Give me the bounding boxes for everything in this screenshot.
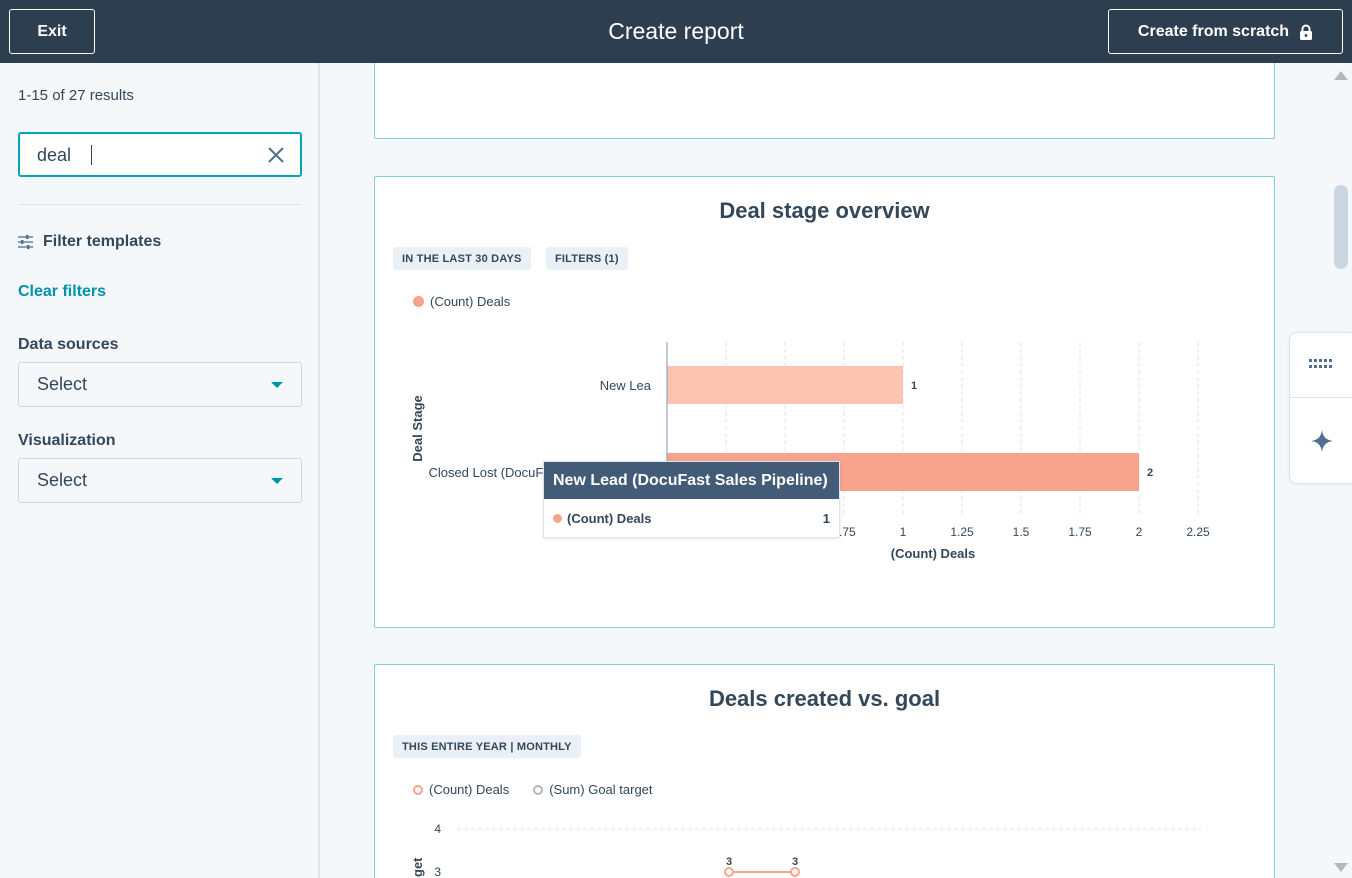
y-category-label: New Lea — [600, 378, 652, 393]
legend-swatch — [413, 296, 424, 307]
sparkle-icon[interactable] — [1311, 430, 1333, 452]
report-template-card[interactable] — [374, 63, 1275, 139]
search-field[interactable] — [18, 132, 302, 177]
clear-filters-link[interactable]: Clear filters — [18, 283, 107, 300]
data-label: 2 — [1147, 467, 1153, 479]
y-axis-title: Deal Stage — [410, 395, 425, 461]
chevron-down-icon — [271, 478, 283, 484]
data-sources-value: Select — [37, 374, 88, 394]
scroll-up-arrow[interactable] — [1334, 71, 1348, 80]
data-sources-select[interactable]: Select — [18, 362, 302, 407]
tooltip-value: 1 — [822, 511, 830, 526]
filter-templates-label: Filter templates — [43, 233, 162, 250]
visualization-value: Select — [37, 470, 88, 490]
tooltip-series: (Count) Deals — [567, 511, 652, 526]
date-range-tag: THIS ENTIRE YEAR | MONTHLY — [393, 735, 581, 758]
chevron-down-icon — [271, 382, 283, 388]
create-from-scratch-label: Create from scratch — [1137, 22, 1290, 40]
tooltip-row: (Count) Deals 1 — [553, 511, 830, 526]
legend-label: (Count) Deals — [430, 294, 511, 309]
legend-label: (Count) Deals — [429, 782, 510, 797]
close-icon[interactable] — [266, 145, 286, 165]
legend-swatch — [413, 784, 423, 795]
divider — [18, 204, 302, 205]
scroll-thumb[interactable] — [1334, 185, 1348, 269]
data-point — [724, 867, 734, 877]
chart-legend[interactable]: (Count) Deals (Sum) Goal target — [413, 782, 653, 797]
y-axis-title: get — [410, 857, 425, 877]
filters-tag: FILTERS (1) — [546, 247, 628, 270]
x-tick-label: 2 — [1136, 525, 1143, 539]
x-axis-title: (Count) Deals — [891, 546, 976, 561]
scroll-down-arrow[interactable] — [1334, 863, 1348, 872]
visualization-select[interactable]: Select — [18, 458, 302, 503]
x-tick-label: 1 — [900, 525, 907, 539]
main-content: Deal stage overview IN THE LAST 30 DAYS … — [322, 63, 1330, 878]
bar — [667, 366, 903, 404]
x-tick-label: 1.5 — [1013, 525, 1030, 539]
line-chart: 4 3 get 3 3 — [410, 822, 1201, 878]
date-range-tag: IN THE LAST 30 DAYS — [393, 247, 531, 270]
data-label: 3 — [726, 856, 732, 868]
y-tick-label: 3 — [434, 865, 441, 878]
exit-button[interactable]: Exit — [9, 9, 95, 54]
x-tick-label: 1.75 — [1068, 525, 1092, 539]
visualization-label: Visualization — [18, 432, 116, 449]
legend-label: (Sum) Goal target — [549, 782, 653, 797]
filter-templates-toggle[interactable]: Filter templates — [18, 233, 161, 251]
card-title: Deals created vs. goal — [708, 686, 941, 711]
floating-toolbar — [1289, 332, 1352, 484]
search-input[interactable] — [37, 144, 257, 166]
text-cursor — [91, 145, 92, 165]
data-label: 1 — [911, 380, 917, 392]
x-tick-label: 2.25 — [1186, 525, 1210, 539]
x-tick-label: 1.25 — [950, 525, 974, 539]
data-label: 3 — [792, 856, 798, 868]
tooltip-title: New Lead (DocuFast Sales Pipeline) — [544, 462, 839, 499]
data-point — [790, 867, 800, 877]
y-tick-label: 4 — [434, 822, 441, 836]
report-template-card[interactable]: Deals created vs. goal THIS ENTIRE YEAR … — [374, 664, 1275, 878]
data-sources-label: Data sources — [18, 336, 119, 353]
report-template-card[interactable]: Deal stage overview IN THE LAST 30 DAYS … — [374, 176, 1275, 628]
results-count: 1-15 of 27 results — [18, 87, 134, 104]
chart-legend[interactable]: (Count) Deals — [413, 294, 510, 309]
card-title: Deal stage overview — [719, 198, 930, 223]
top-bar: Exit Create report Create from scratch — [0, 0, 1352, 63]
lock-icon — [1300, 24, 1313, 40]
tooltip-swatch — [553, 514, 562, 523]
create-from-scratch-button[interactable]: Create from scratch — [1108, 9, 1343, 54]
legend-swatch — [533, 784, 544, 795]
divider — [1290, 397, 1352, 398]
chart-tooltip: New Lead (DocuFast Sales Pipeline) (Coun… — [543, 461, 840, 538]
sliders-icon — [18, 235, 33, 249]
sidebar: 1-15 of 27 results Filter templates Clea… — [0, 63, 320, 878]
grid-icon[interactable] — [1309, 359, 1335, 371]
